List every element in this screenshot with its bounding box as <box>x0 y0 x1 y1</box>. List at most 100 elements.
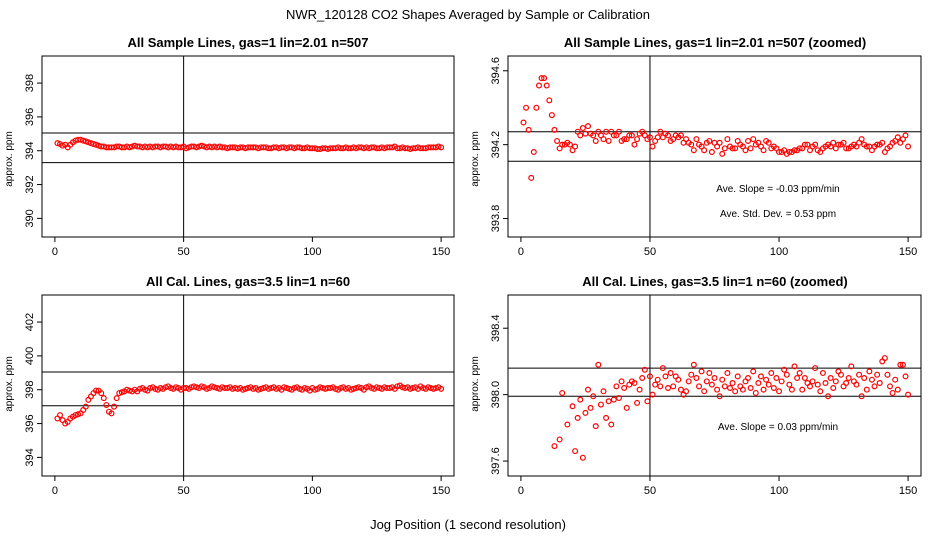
data-point <box>657 128 664 135</box>
data-point <box>142 386 149 393</box>
data-point <box>814 381 821 388</box>
panel-sample-lines: All Sample Lines, gas=1 lin=2.01 n=507 a… <box>4 35 455 258</box>
y-tick-label: 398.0 <box>490 381 502 409</box>
data-point <box>791 363 798 370</box>
panel-cal-lines-zoomed: All Cal. Lines, gas=3.5 lin=1 n=60 (zoom… <box>470 274 922 497</box>
data-point <box>755 380 762 387</box>
data-point <box>551 443 558 450</box>
data-point <box>675 376 682 383</box>
data-point <box>649 391 656 398</box>
data-point <box>520 119 527 126</box>
plot-frame <box>507 55 922 238</box>
data-point <box>706 370 713 377</box>
data-point <box>111 403 118 410</box>
x-tick-label: 100 <box>303 246 321 258</box>
data-point <box>729 145 736 152</box>
data-point <box>801 375 808 382</box>
data-point <box>566 141 573 148</box>
annotation-slope: Ave. Slope = 0.03 ppm/min <box>718 422 838 433</box>
data-point <box>525 126 532 133</box>
data-point <box>732 388 739 395</box>
data-point <box>734 373 741 380</box>
figure-x-label: Jog Position (1 second resolution) <box>370 517 566 532</box>
data-point <box>662 373 669 380</box>
data-point <box>407 385 414 392</box>
data-point <box>788 386 795 393</box>
data-point <box>897 361 904 368</box>
data-point <box>652 381 659 388</box>
data-point <box>776 388 783 395</box>
panel-title: All Sample Lines, gas=1 lin=2.01 n=507 <box>128 35 369 50</box>
data-point <box>773 375 780 382</box>
data-point <box>438 385 445 392</box>
data-point <box>100 395 107 402</box>
y-tick-label: 402 <box>24 313 36 331</box>
y-tick-label: 396 <box>24 414 36 432</box>
y-tick-label: 390 <box>24 209 36 227</box>
data-point <box>198 142 205 149</box>
data-point <box>812 365 819 372</box>
data-point <box>123 386 130 393</box>
plot-frame <box>41 294 455 477</box>
data-point <box>610 396 617 403</box>
data-point <box>879 139 886 146</box>
data-point <box>881 355 888 362</box>
data-point <box>590 393 597 400</box>
data-point <box>688 371 695 378</box>
data-point <box>683 388 690 395</box>
plot-frame <box>41 55 455 238</box>
data-point <box>757 373 764 380</box>
data-point <box>693 136 700 143</box>
data-point <box>592 137 599 144</box>
data-point <box>572 143 579 150</box>
y-tick-label: 397.6 <box>490 447 502 475</box>
data-point <box>786 149 793 156</box>
data-point <box>551 126 558 133</box>
y-tick-label: 398.4 <box>490 314 502 342</box>
y-tick-label: 400 <box>24 347 36 365</box>
data-point <box>265 385 272 392</box>
data-point <box>242 385 249 392</box>
data-point <box>690 147 697 154</box>
data-point <box>809 378 816 385</box>
data-point <box>861 375 868 382</box>
data-point <box>688 141 695 148</box>
y-tick-label: 394 <box>24 142 36 160</box>
data-point <box>621 384 628 391</box>
data-point <box>348 386 355 393</box>
data-point <box>819 370 826 377</box>
data-point <box>579 125 586 132</box>
x-tick-label: 150 <box>432 485 450 497</box>
data-point <box>587 404 594 411</box>
data-point <box>54 140 61 147</box>
data-point <box>665 384 672 391</box>
data-point <box>804 141 811 148</box>
data-point <box>778 378 785 385</box>
data-point <box>198 383 205 390</box>
data-point <box>574 414 581 421</box>
data-point <box>843 380 850 387</box>
data-point <box>739 386 746 393</box>
data-point <box>118 389 125 396</box>
annotation-std-dev: Ave. Std. Dev. = 0.53 ppm <box>720 209 836 220</box>
data-point <box>281 384 288 391</box>
data-point <box>721 145 728 152</box>
data-point <box>659 365 666 372</box>
data-point <box>693 375 700 382</box>
data-point <box>670 383 677 390</box>
data-point <box>760 147 767 154</box>
x-tick-label: 50 <box>178 246 190 258</box>
data-point <box>894 386 901 393</box>
data-point <box>208 383 215 390</box>
x-tick-label: 100 <box>770 246 788 258</box>
panel-title: All Cal. Lines, gas=3.5 lin=1 n=60 (zoom… <box>582 274 848 289</box>
data-point <box>729 380 736 387</box>
data-point <box>657 383 664 390</box>
data-point <box>783 371 790 378</box>
data-point <box>103 401 110 408</box>
data-point <box>874 141 881 148</box>
data-point <box>863 143 870 150</box>
data-point <box>590 132 597 139</box>
data-point <box>615 128 622 135</box>
data-point <box>716 393 723 400</box>
